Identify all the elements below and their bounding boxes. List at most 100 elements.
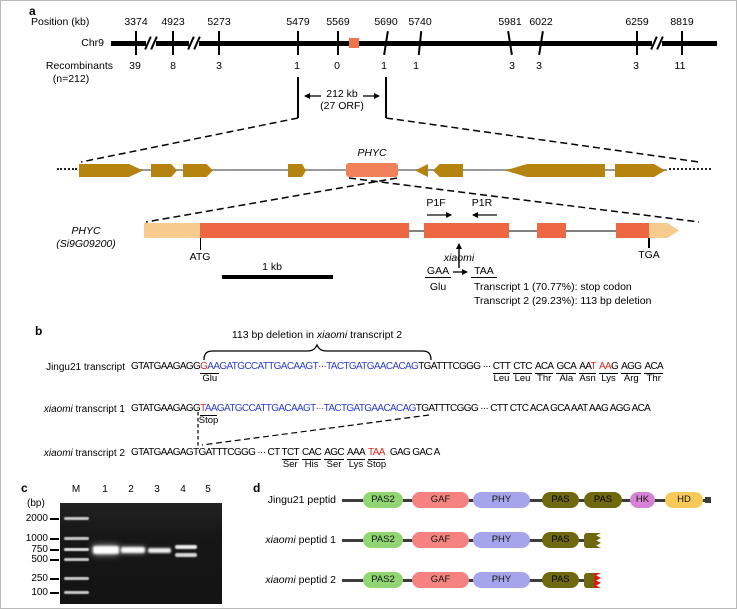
primer-r-label: P1R [471, 197, 493, 209]
domain-pas: PAS [584, 492, 622, 508]
codon-text: CAC [302, 447, 322, 458]
domain-hk: HK [630, 492, 655, 508]
gel-unit: (bp) [27, 498, 45, 509]
row3-label-rest: transcript 2 [72, 448, 125, 459]
codon-text-red: T [590, 361, 597, 372]
lane-label: 1 [102, 484, 108, 495]
lane-label: 4 [180, 484, 186, 495]
tick [681, 31, 683, 55]
kb-label: 3374 [124, 16, 148, 28]
orf-block [183, 164, 213, 177]
ladder-bp: 500 [31, 554, 48, 565]
codon-text-red: AA [598, 361, 612, 372]
gel-band [148, 548, 171, 553]
codon: TAA Stop [367, 447, 387, 470]
seq-black: ··· CTT CTC ACA GCA AAT AAG AGG ACA [477, 403, 651, 414]
aa-label: Ser [282, 458, 298, 470]
truncated-tail-aberrant [584, 573, 601, 588]
stop-codon-label: TGA [638, 249, 660, 261]
domain-gaf: GAF [412, 492, 469, 508]
seq-blue: GATGCCATTGACAAGT [216, 403, 316, 414]
row2-label-gene: xiaomi [43, 404, 73, 415]
row1-sequence: GTATGAAGAGGGAA Glu GATGCCATTGACAAGT···TACT… [131, 361, 666, 384]
wt-aa: Glu [429, 281, 447, 293]
aa-label: Arg [623, 372, 639, 384]
rec-count: 3 [216, 60, 222, 72]
kb-label: 5273 [207, 16, 231, 28]
mutation-name: xiaomi [443, 252, 475, 264]
exon-4 [616, 223, 649, 238]
gel-band [64, 577, 89, 580]
snp-base: T [200, 403, 205, 414]
codon: ACA Thr [534, 361, 554, 384]
kb-label: 6259 [625, 16, 649, 28]
orf-block [288, 164, 306, 177]
peptide-label-gene: xiaomi [265, 574, 296, 586]
seq-black: GTATGAAGAGG [131, 361, 201, 372]
kb-label: 5690 [374, 16, 398, 28]
deletion-note: 113 bp deletion in xiaomi transcript 2 [197, 329, 437, 341]
deletion-note-gene: xiaomi [316, 329, 348, 341]
aa-label: His [304, 458, 319, 470]
domain-gaf: GAF [412, 532, 469, 548]
wt-codon: GAA [425, 265, 451, 279]
ellipsis: ··· [318, 361, 327, 372]
row3-label: xiaomi transcript 2 [11, 448, 125, 459]
ladder-bp: 1000 [25, 533, 48, 544]
codon: AAG Lys [598, 361, 619, 384]
axis-break [652, 38, 662, 49]
chr9-label: Chr9 [81, 37, 104, 49]
kb-label: 6022 [529, 16, 553, 28]
rec-count: 3 [509, 60, 515, 72]
glu-label: Glu [202, 372, 218, 384]
codon-text: TCT [281, 447, 300, 458]
interval-orf-count: (27 ORF) [320, 100, 364, 112]
phyc-orf-block [346, 163, 398, 177]
codon-text: ACA [644, 361, 664, 372]
codon-text: CTT [492, 361, 511, 372]
ladder-dash [50, 549, 59, 551]
zoom-dashed-cross-b [145, 177, 398, 223]
domain-pas2: PAS2 [363, 572, 403, 588]
domain-pas2: PAS2 [363, 532, 403, 548]
row3-sequence: GTATGAAGAGTGATTTCGGG ··· CT TCT Ser CAC His… [131, 447, 440, 470]
seq-blue: GATGCCATTGACAAGT [219, 361, 319, 372]
ladder-dash [50, 518, 59, 520]
kb-label: 5479 [286, 16, 310, 28]
deletion-brace [203, 343, 432, 361]
row3-label-gene: xiaomi [43, 448, 73, 459]
codon: ACA Thr [644, 361, 664, 384]
row2-sequence: GTATGAAGAGGTAA Stop GATGCCATTGACAAGT···TAC… [131, 403, 651, 426]
seq-blue: TACTGATGAACACAG [326, 361, 419, 372]
domain-phy: PHY [473, 492, 530, 508]
transcript2-note: Transcript 2 (29.23%): 113 bp deletion [474, 295, 652, 307]
atg-tick [199, 238, 201, 250]
intron-line [401, 230, 641, 232]
peptide-label-rest: peptid 1 [295, 534, 336, 546]
codon-text: AGC [324, 447, 344, 458]
ladder-bp: 2000 [25, 513, 48, 524]
ladder-dash [50, 559, 59, 561]
interval-right-line [385, 77, 387, 118]
orf-block [505, 164, 605, 177]
ladder-bp: 250 [31, 573, 48, 584]
orf-block [151, 164, 177, 177]
zoom-dashed-right [385, 117, 700, 163]
row1-label: Jingu21 transcript [46, 362, 125, 373]
exon-1 [200, 223, 409, 238]
aa-label: Ala [559, 372, 574, 384]
zoom-dashed-cross-a [348, 177, 700, 223]
codon: GCA Ala [556, 361, 577, 384]
rec-count: 1 [381, 60, 387, 72]
primer-f-label: P1F [426, 197, 446, 209]
rec-count: 39 [129, 60, 141, 72]
domain-pas: PAS [542, 572, 579, 588]
tick [172, 31, 174, 55]
scale-label: 1 kb [262, 261, 282, 273]
aa-label: Lys [348, 458, 364, 470]
utr-3-arrow [649, 223, 679, 238]
ladder-dash [50, 538, 59, 540]
codon-text: AGG [621, 361, 642, 372]
orf-block [433, 164, 463, 177]
